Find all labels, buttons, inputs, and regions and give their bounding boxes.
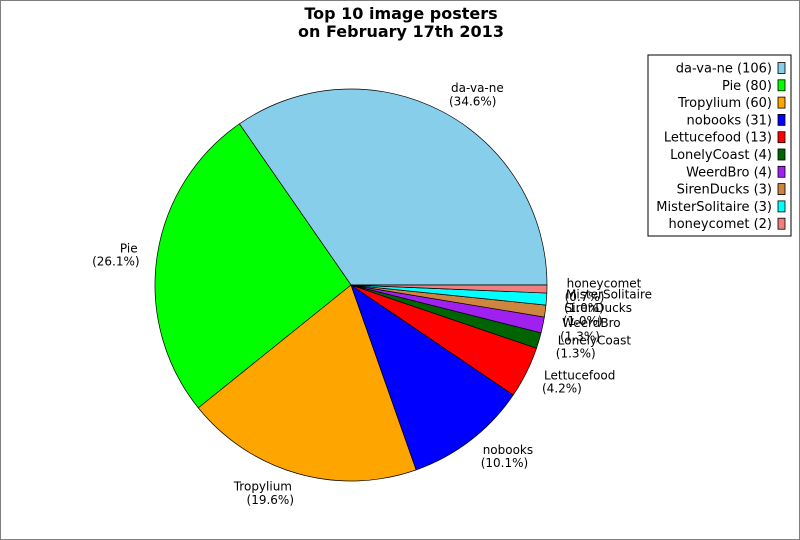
slice-label-lettucefood: Lettucefood (4.2%) xyxy=(542,368,615,395)
slice-label-lonelycoast: LonelyCoast (1.3%) xyxy=(556,333,632,360)
legend-label-tropylium: Tropylium (60) xyxy=(677,96,772,111)
slice-label-weerdbro: WeerdBro (1.3%) xyxy=(560,316,621,343)
legend-label-nobooks: nobooks (31) xyxy=(687,113,772,128)
chart-title-line: on February 17th 2013 xyxy=(298,22,504,41)
pie-slice-tropylium xyxy=(197,284,417,482)
legend-swatch-mistersolitaire xyxy=(777,200,786,213)
legend-swatch-nobooks xyxy=(777,114,786,126)
legend-label-mistersolitaire: MisterSolitaire (3) xyxy=(656,200,772,215)
slice-label-da-va-ne: da-va-ne (34.6%) xyxy=(449,81,504,108)
pie-slice-da-va-ne xyxy=(238,88,548,286)
legend-label-weerdbro: WeerdBro (4) xyxy=(686,165,772,180)
legend-swatch-lettucefood xyxy=(777,131,786,144)
slice-label-honeycomet: honeycomet (0.7%) xyxy=(565,277,642,304)
legend-label-sirenducks: SirenDucks (3) xyxy=(677,183,772,198)
legend-swatch-honeycomet xyxy=(777,217,786,230)
slice-label-mistersolitaire: MisterSolitaire (1.0%) xyxy=(564,288,652,315)
legend-swatch-pie xyxy=(777,79,786,92)
legend-swatch-lonelycoast xyxy=(777,148,786,161)
legend-swatch-tropylium xyxy=(777,96,786,109)
legend-swatch-weerdbro xyxy=(777,165,786,178)
legend-label-lonelycoast: LonelyCoast (4) xyxy=(670,148,772,163)
legend-swatch-sirenducks xyxy=(777,183,786,196)
legend-label-da-va-ne: da-va-ne (106) xyxy=(676,62,772,77)
legend-label-honeycomet: honeycomet (2) xyxy=(668,217,772,232)
slice-label-pie: Pie (26.1%) xyxy=(92,241,139,268)
legend-swatch-da-va-ne xyxy=(777,62,786,74)
pie-slice-honeycomet xyxy=(350,284,548,294)
legend-label-pie: Pie (80) xyxy=(722,79,772,94)
pie-slice-pie xyxy=(154,123,352,409)
slice-label-tropylium: Tropylium (19.6%) xyxy=(233,480,294,507)
slice-label-nobooks: nobooks (10.1%) xyxy=(481,443,533,470)
slice-label-sirenducks: SirenDucks (1.0%) xyxy=(563,301,632,328)
legend-label-lettucefood: Lettucefood (13) xyxy=(664,131,772,146)
chart-title-line: Top 10 image posters xyxy=(304,4,497,23)
pie-slice-nobooks xyxy=(350,284,514,471)
legend-box xyxy=(647,54,792,237)
